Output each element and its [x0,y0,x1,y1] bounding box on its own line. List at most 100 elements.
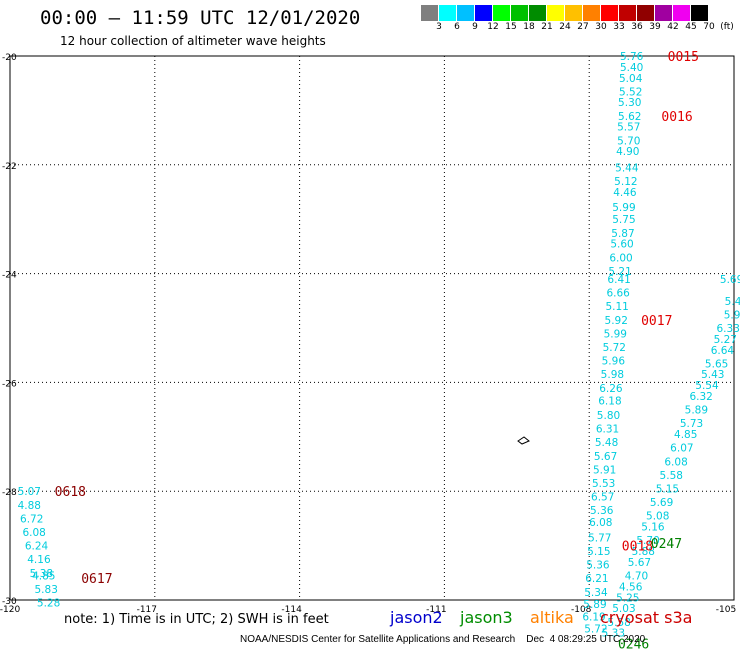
graticule [10,56,734,600]
wave-height-value: 6.19 [582,611,605,623]
wave-height-value: 5.72 [603,342,626,354]
color-swatch [601,5,619,21]
color-swatch [565,5,583,21]
color-scale-label: 15 [505,22,517,32]
wave-height-value: 5.03 [612,603,635,615]
wave-height-value: 6.31 [596,424,619,436]
tick-labels: -120 -117 -114 -111 -108 -105 -20 -22 -24 -26 -28 -… [0,53,736,615]
wave-height-value: 5.30 [618,97,641,109]
wave-height-value: 5.9 [724,309,740,321]
lat-tick-label: -26 [2,379,17,389]
wave-height-value: 5.99 [612,202,635,214]
footer-credit: NOAA/NESDIS Center for Satellite Applica… [240,634,646,645]
wave-height-value: 5.76 [620,51,644,63]
wave-height-value: 5.54 [695,380,719,392]
wave-height-value: 5.12 [614,176,637,188]
pass-time-label: 0016 [661,110,692,125]
color-scale-label: 30 [595,22,607,32]
color-swatch [493,5,511,21]
color-scale-label: 12 [487,22,499,32]
lon-tick-label: -111 [426,605,446,615]
color-scale-label: 18 [523,22,535,32]
wave-height-value: 6.18 [598,395,621,407]
wave-height-value: 5.89 [685,405,708,417]
wave-height-value: 5.36 [590,505,614,517]
wave-height-value: 6.33 [717,323,740,335]
color-scale-label: 9 [472,22,478,32]
color-scale-label: 3 [436,22,442,32]
wave-height-value: 4.56 [619,581,643,593]
wave-height-value: 5.33 [602,628,625,640]
wave-height-value: 5.62 [618,111,641,123]
color-scale-label: 45 [685,22,697,32]
wave-height-value: 6.57 [591,492,614,504]
wave-height-value: 4.16 [27,554,51,566]
page-title: 00:00 — 11:59 UTC 12/01/2020 [40,7,361,29]
color-scale-label: 6 [454,22,460,32]
pass-time-label: 0246 [618,638,649,650]
color-swatch [619,5,637,21]
wave-height-value: 5.88 [632,546,655,558]
lon-tick-label: -117 [137,605,157,615]
color-swatch [421,5,439,21]
lat-tick-label: -20 [2,53,17,63]
wave-height-value: 5.98 [601,369,624,381]
lon-tick-label: -105 [716,605,736,615]
wave-height-value: 5.67 [594,451,617,463]
wave-height-value: 5.70 [617,135,640,147]
wave-height-value: 5.16 [641,522,665,534]
wave-height-value: 5.65 [705,358,728,370]
wave-height-value: 5.27 [714,334,737,346]
color-scale-label: 33 [613,22,625,32]
color-swatch [583,5,601,21]
color-scale-label: 27 [577,22,589,32]
wave-height-value: 4.90 [616,146,639,158]
color-scale-label: (ft) [720,22,734,32]
pass-time-label: 0018 [622,540,653,555]
wave-height-value: 6.08 [22,527,45,539]
satellite-legend-item: jason3 [460,608,513,627]
wave-height-value: 5.07 [18,486,41,498]
wave-height-value: 5.28 [37,598,60,610]
wave-height-value: 5.83 [35,584,58,596]
color-scale-label: 24 [559,22,571,32]
wave-height-value: 5.40 [620,62,643,74]
color-swatch [439,5,457,21]
map-frame [9,55,735,601]
wave-height-value: 5.34 [584,587,608,599]
color-scale-label: 42 [667,22,679,32]
wave-height-value: 5.77 [588,532,611,544]
wave-height-value: 5.69 [650,497,673,509]
color-swatch [457,5,475,21]
wave-height-value: 5.60 [610,239,633,251]
wave-height-value: 6.08 [664,456,687,468]
wave-height-value: 5.72 [584,623,607,635]
color-scale-label: 39 [649,22,661,32]
wave-height-value: 5.96 [602,356,626,368]
wave-height-value: 5.67 [628,557,651,569]
wave-height-value: 5.43 [701,369,724,381]
wave-height-value: 6.41 [607,274,630,286]
wave-height-value: 5.36 [586,560,610,572]
wave-height-value: 4.85 [32,571,55,583]
wave-height-value: 6.07 [670,443,693,455]
wave-height-value: 5.25 [616,592,639,604]
lon-tick-label: -108 [571,605,592,615]
wave-height-value: 5.53 [592,478,615,490]
lat-tick-label: -28 [2,488,17,498]
wave-height-value: 5.08 [646,511,669,523]
wave-height-value: 5.75 [612,214,635,226]
color-swatch [475,5,493,21]
wave-height-value: 5.21 [608,266,631,278]
pass-time-label: 0015 [668,50,699,65]
wave-height-value: 5.57 [617,122,640,134]
wave-height-value: 6.64 [711,345,735,357]
wave-height-value: 5.69 [720,274,740,286]
color-scale-label: 36 [631,22,643,32]
lat-tick-label: -30 [2,597,17,607]
wave-height-value: 5.87 [611,228,634,240]
wave-height-value: 5.38 [30,568,53,580]
wave-height-value: 5.92 [605,315,628,327]
